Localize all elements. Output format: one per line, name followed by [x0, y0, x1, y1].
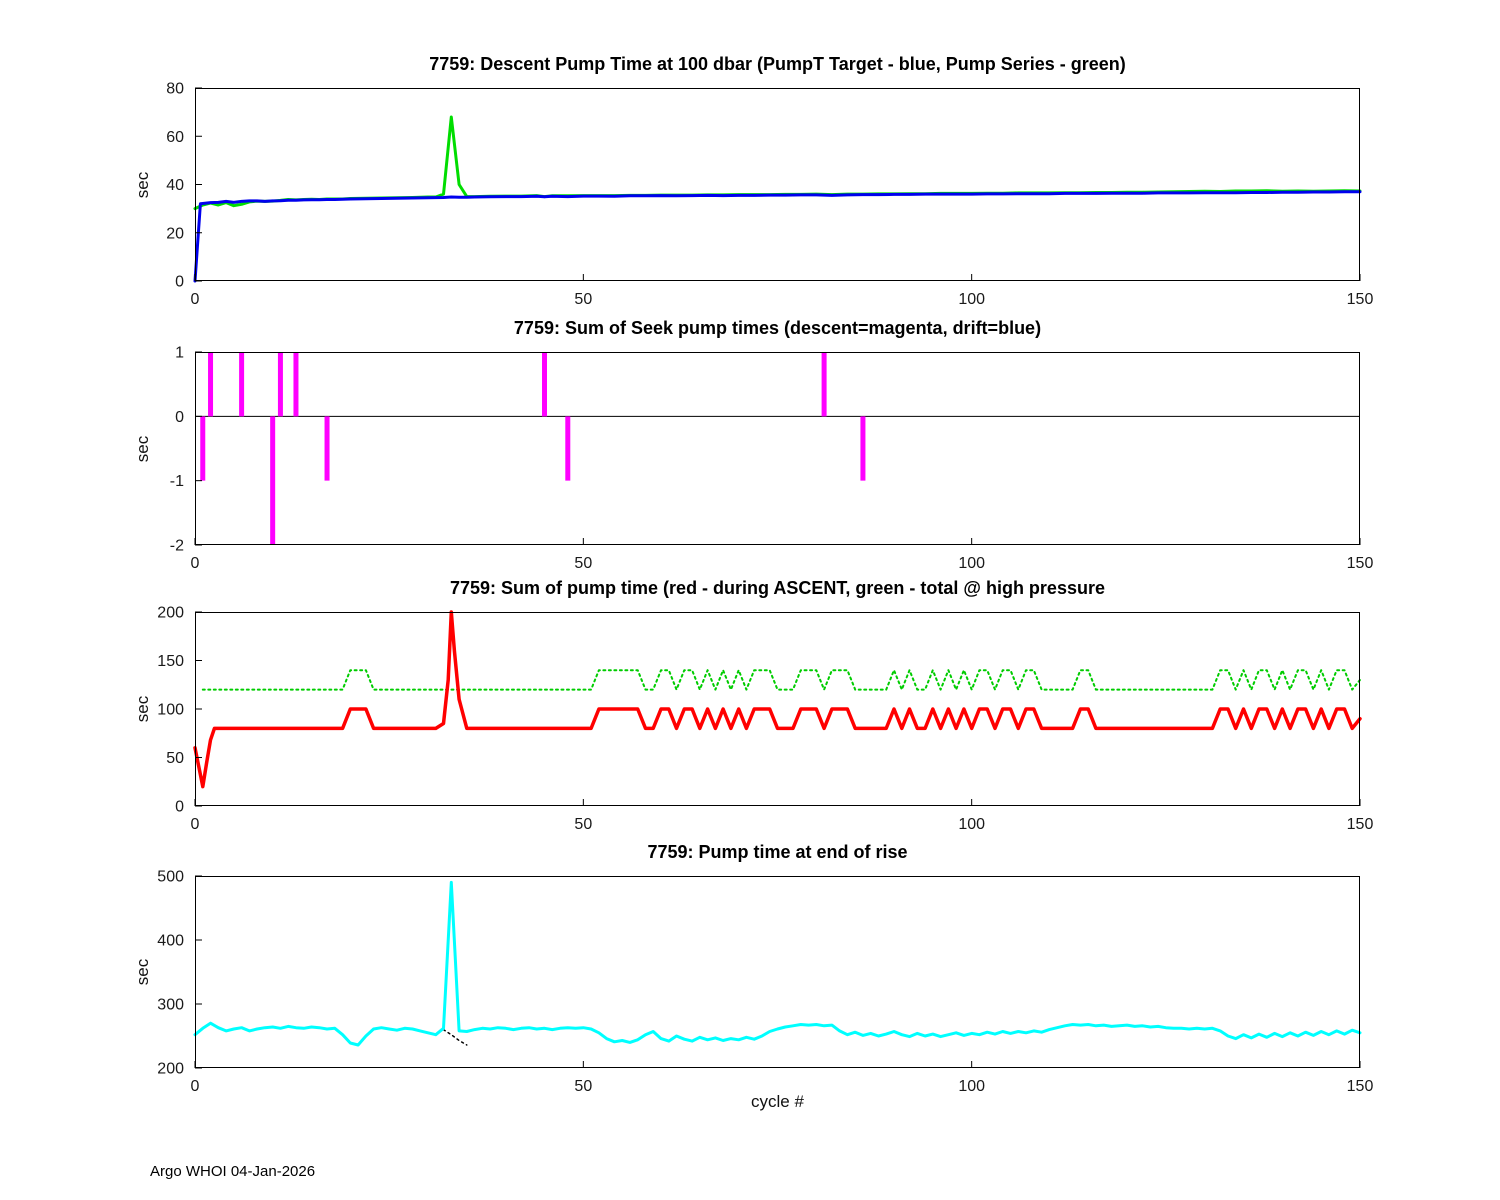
subplot-title: 7759: Sum of Seek pump times (descent=ma… [513, 318, 1042, 338]
y-tick-label: 0 [175, 799, 184, 816]
x-tick-label: 100 [958, 1078, 985, 1095]
series-total-high-pressure-green [201, 669, 1361, 691]
y-tick-label: 200 [157, 1061, 184, 1078]
y-tick-label: 40 [166, 177, 184, 194]
y-tick-label: 200 [157, 605, 184, 622]
x-tick-label: 50 [574, 1078, 592, 1095]
y-tick-label: 500 [157, 869, 184, 886]
plot-area: 0 50 100 150 0 50 100 150 200 [157, 605, 1373, 834]
subplot-pump-time-end-of-rise: 7759: Pump time at end of rise sec 0 50 10… [133, 842, 1373, 1096]
y-tick-label: 1 [175, 345, 184, 362]
axes-box [195, 876, 1360, 1068]
series-ascent-red [193, 610, 1362, 789]
x-tick-label: 150 [1347, 555, 1374, 572]
x-tick-label: 150 [1347, 291, 1374, 308]
x-tick-label: 0 [191, 816, 200, 833]
x-tick-label: 0 [191, 1078, 200, 1095]
x-tick-label: 50 [574, 291, 592, 308]
y-tick-label: 300 [157, 997, 184, 1014]
subplot-title: 7759: Sum of pump time (red - during ASC… [450, 578, 1105, 598]
x-tick-label: 150 [1347, 816, 1374, 833]
x-tick-label: 100 [958, 291, 985, 308]
y-axis-label-text: sec [133, 695, 152, 723]
x-tick-label: 150 [1347, 1078, 1374, 1095]
x-axis-label: cycle # [751, 1092, 804, 1111]
subplot-title: 7759: Descent Pump Time at 100 dbar (Pum… [429, 54, 1126, 74]
subplot-seek-pump-times: 7759: Sum of Seek pump times (descent=ma… [133, 318, 1374, 573]
x-tick-label: 50 [574, 816, 592, 833]
y-axis-label-text: sec [133, 958, 152, 986]
subplot-title: 7759: Pump time at end of rise [647, 842, 908, 862]
y-tick-label: 50 [166, 750, 184, 767]
plot-area: 0 50 100 150 200 300 400 500 [157, 869, 1373, 1096]
axes-box [195, 612, 1360, 806]
y-axis-label: sec [121, 352, 165, 545]
axes-box [195, 88, 1360, 281]
y-tick-label: 0 [175, 274, 184, 291]
y-axis-label: sec [121, 88, 165, 281]
figure-footer: Argo WHOI 04-Jan-2026 [150, 1163, 316, 1180]
x-tick-label: 50 [574, 555, 592, 572]
x-tick-label: 0 [191, 291, 200, 308]
y-tick-label: 0 [175, 409, 184, 426]
y-tick-label: 60 [166, 129, 184, 146]
y-tick-label: -1 [170, 473, 184, 490]
y-tick-label: 150 [157, 653, 184, 670]
series-end-of-rise-dotted-black [442, 1028, 468, 1046]
y-axis-label-text: sec [133, 435, 152, 462]
y-tick-label: 400 [157, 933, 184, 950]
subplot-sum-pump-time: 7759: Sum of pump time (red - during ASC… [133, 578, 1373, 834]
x-tick-label: 0 [191, 555, 200, 572]
y-tick-label: 100 [157, 702, 184, 719]
x-tick-label: 100 [958, 816, 985, 833]
plot-area: 0 50 100 150 0 20 40 60 80 [166, 81, 1373, 309]
subplot-descent-pump-time: 7759: Descent Pump Time at 100 dbar (Pum… [133, 54, 1373, 309]
plot-area: 0 50 100 150 -2 -1 0 1 [170, 345, 1374, 573]
x-tick-label: 100 [958, 555, 985, 572]
y-tick-label: -2 [170, 538, 184, 555]
y-axis-label: sec [121, 876, 165, 1068]
axes-box [195, 352, 1360, 545]
series-end-of-rise-cyan [193, 880, 1362, 1047]
y-tick-label: 20 [166, 225, 184, 242]
y-axis-label-text: sec [133, 171, 152, 198]
series-pumpt-target-blue [193, 190, 1362, 283]
y-tick-label: 80 [166, 81, 184, 98]
